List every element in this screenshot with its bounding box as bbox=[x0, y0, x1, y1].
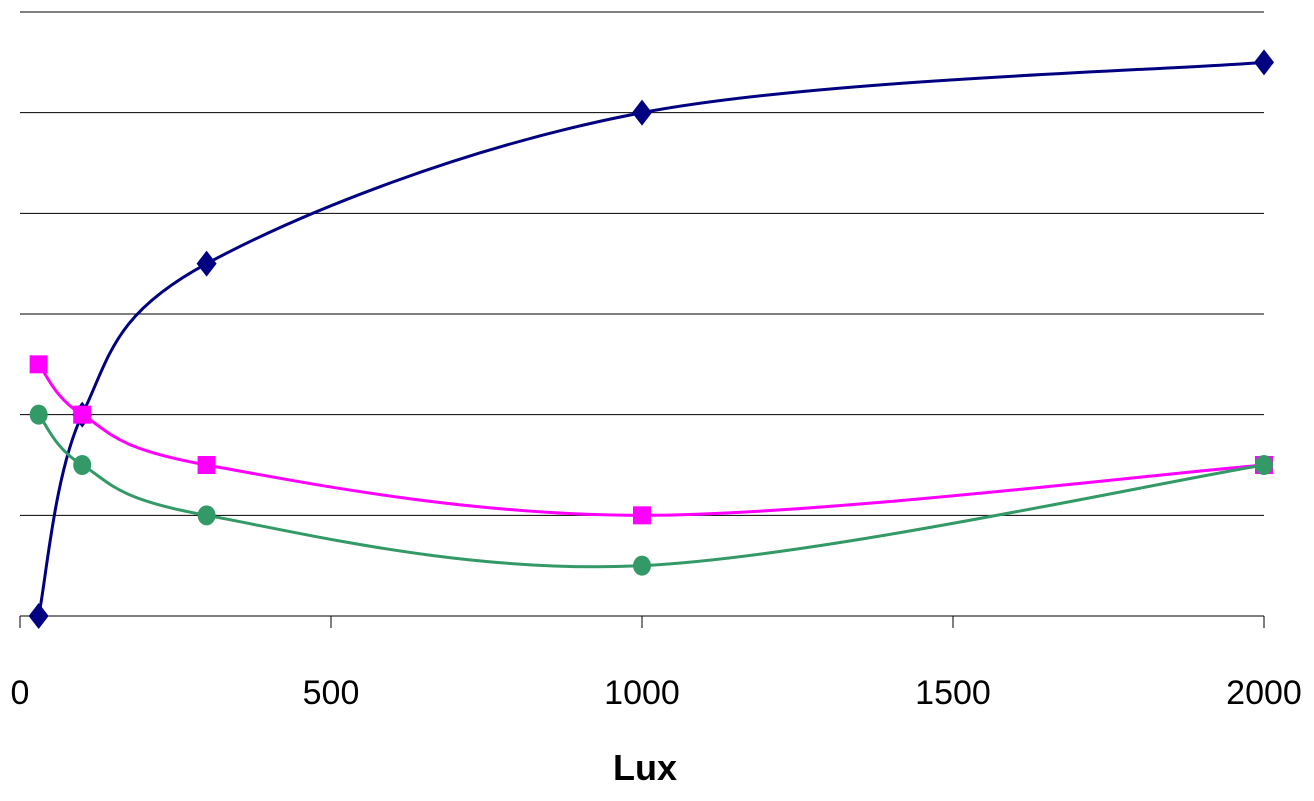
series-3-point bbox=[1255, 455, 1273, 475]
x-tick-label: 1500 bbox=[915, 674, 991, 712]
series-1-point bbox=[1254, 49, 1274, 76]
series-line-2 bbox=[37, 363, 1265, 517]
series-2-point bbox=[197, 456, 216, 474]
series-lines bbox=[37, 60, 1265, 617]
series-3-point bbox=[197, 505, 216, 526]
series-markers bbox=[28, 49, 1274, 629]
series-1-point bbox=[28, 603, 49, 629]
series-line-1 bbox=[37, 60, 1265, 617]
series-line-3 bbox=[37, 413, 1265, 569]
x-axis: 0 500 1000 1500 2000 bbox=[11, 615, 1302, 712]
x-tick-label: 0 bbox=[11, 674, 30, 712]
series-3-point bbox=[633, 555, 651, 576]
series-2-point bbox=[633, 506, 651, 525]
x-tick-label: 500 bbox=[303, 674, 360, 712]
x-axis-title: Lux bbox=[613, 747, 677, 788]
series-1-point bbox=[196, 250, 217, 277]
x-tick-label: 1000 bbox=[604, 674, 680, 712]
series-3-point bbox=[73, 455, 92, 475]
series-2-point bbox=[29, 355, 48, 374]
x-tick-label: 2000 bbox=[1226, 674, 1302, 712]
series-3-point bbox=[29, 404, 48, 425]
series-2-point bbox=[73, 405, 92, 424]
series-1-point bbox=[632, 99, 652, 126]
